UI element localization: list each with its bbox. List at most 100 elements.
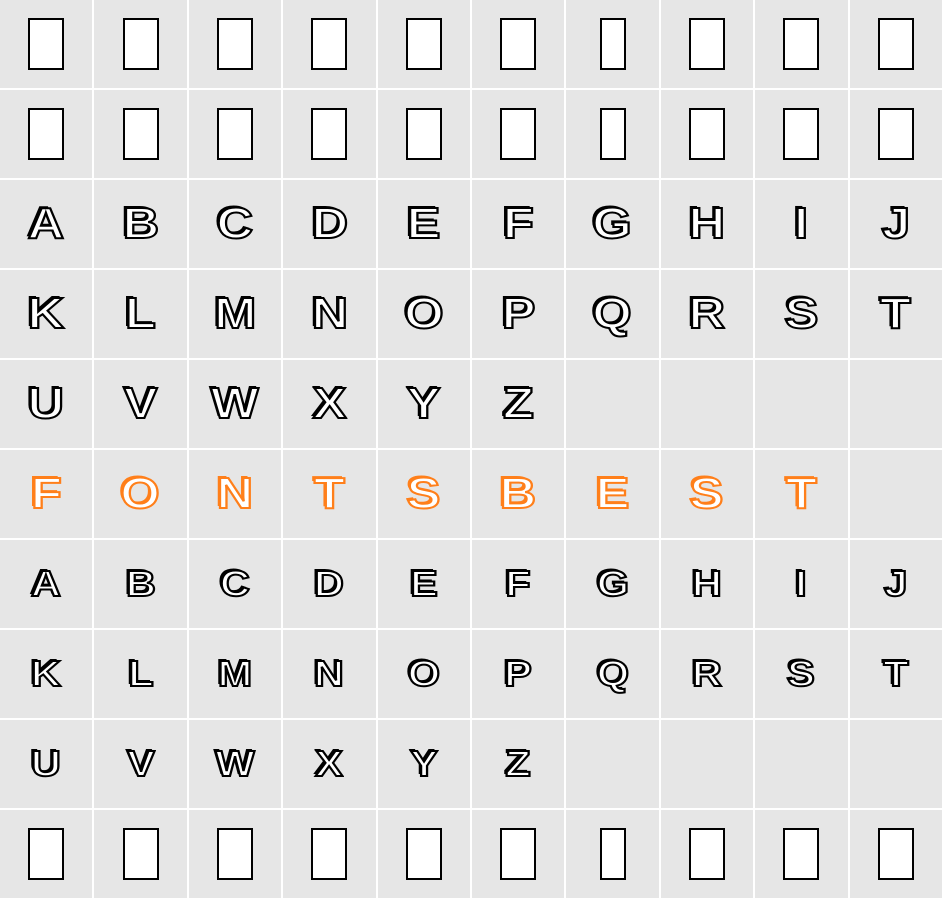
glyph-t: T bbox=[880, 289, 911, 339]
glyph-cell: T bbox=[850, 270, 942, 358]
glyph-cell bbox=[472, 810, 564, 898]
glyph-cell: W bbox=[189, 720, 281, 808]
glyph-k: K bbox=[28, 289, 65, 339]
missing-glyph-box bbox=[28, 108, 64, 160]
missing-glyph-box bbox=[217, 828, 253, 880]
glyph-cell bbox=[566, 720, 658, 808]
glyph-cell: I bbox=[755, 180, 847, 268]
glyph-o: O bbox=[404, 289, 443, 339]
glyph-n: N bbox=[311, 289, 348, 339]
glyph-j: J bbox=[884, 563, 907, 605]
glyph-cell: S bbox=[661, 450, 753, 538]
glyph-cell: Y bbox=[378, 360, 470, 448]
glyph-cell bbox=[755, 90, 847, 178]
missing-glyph-box bbox=[878, 18, 914, 70]
glyph-cell bbox=[850, 90, 942, 178]
glyph-cell: A bbox=[0, 180, 92, 268]
glyph-cell bbox=[850, 720, 942, 808]
glyph-cell: X bbox=[283, 360, 375, 448]
glyph-cell: B bbox=[472, 450, 564, 538]
glyph-d: D bbox=[314, 563, 344, 605]
missing-glyph-box bbox=[406, 108, 442, 160]
missing-glyph-box bbox=[311, 828, 347, 880]
glyph-cell bbox=[850, 810, 942, 898]
missing-glyph-box bbox=[217, 108, 253, 160]
missing-glyph-box bbox=[878, 828, 914, 880]
missing-glyph-box bbox=[28, 828, 64, 880]
glyph-a: A bbox=[31, 563, 61, 605]
glyph-cell: T bbox=[850, 630, 942, 718]
glyph-cell: F bbox=[472, 180, 564, 268]
missing-glyph-box bbox=[689, 828, 725, 880]
glyph-cell: L bbox=[94, 630, 186, 718]
glyph-r: R bbox=[689, 289, 726, 339]
glyph-p: P bbox=[504, 653, 532, 695]
missing-glyph-box bbox=[600, 108, 626, 160]
glyph-cell bbox=[94, 810, 186, 898]
missing-glyph-box bbox=[406, 828, 442, 880]
glyph-n: N bbox=[217, 469, 254, 519]
glyph-o: O bbox=[121, 469, 160, 519]
glyph-cell: D bbox=[283, 180, 375, 268]
glyph-cell: M bbox=[189, 630, 281, 718]
glyph-cell bbox=[755, 810, 847, 898]
missing-glyph-box bbox=[689, 18, 725, 70]
glyph-cell bbox=[566, 360, 658, 448]
glyph-cell bbox=[472, 0, 564, 88]
glyph-cell bbox=[566, 90, 658, 178]
glyph-t: T bbox=[883, 653, 908, 695]
glyph-w: W bbox=[215, 743, 254, 785]
glyph-x: X bbox=[313, 379, 347, 429]
glyph-cell bbox=[189, 0, 281, 88]
glyph-cell: J bbox=[850, 180, 942, 268]
glyph-s: S bbox=[690, 469, 724, 519]
glyph-cell bbox=[661, 720, 753, 808]
glyph-cell: U bbox=[0, 360, 92, 448]
glyph-cell: E bbox=[378, 540, 470, 628]
glyph-cell bbox=[566, 810, 658, 898]
glyph-i: I bbox=[794, 199, 808, 249]
glyph-m: M bbox=[218, 653, 253, 695]
glyph-cell: R bbox=[661, 270, 753, 358]
glyph-cell: R bbox=[661, 630, 753, 718]
glyph-cell: E bbox=[566, 450, 658, 538]
glyph-cell: Z bbox=[472, 720, 564, 808]
missing-glyph-box bbox=[28, 18, 64, 70]
glyph-cell bbox=[850, 450, 942, 538]
glyph-cell bbox=[755, 720, 847, 808]
glyph-x: X bbox=[316, 743, 344, 785]
glyph-w: W bbox=[211, 379, 259, 429]
glyph-e: E bbox=[410, 563, 438, 605]
glyph-cell bbox=[283, 90, 375, 178]
glyph-cell bbox=[283, 810, 375, 898]
glyph-g: G bbox=[593, 199, 632, 249]
glyph-cell: C bbox=[189, 540, 281, 628]
glyph-cell bbox=[661, 360, 753, 448]
missing-glyph-box bbox=[783, 108, 819, 160]
glyph-cell bbox=[94, 0, 186, 88]
glyph-r: R bbox=[692, 653, 722, 695]
glyph-cell: E bbox=[378, 180, 470, 268]
glyph-cell: P bbox=[472, 630, 564, 718]
glyph-cell: D bbox=[283, 540, 375, 628]
missing-glyph-box bbox=[689, 108, 725, 160]
glyph-cell: H bbox=[661, 540, 753, 628]
glyph-cell bbox=[378, 810, 470, 898]
missing-glyph-box bbox=[600, 18, 626, 70]
glyph-cell: J bbox=[850, 540, 942, 628]
missing-glyph-box bbox=[406, 18, 442, 70]
glyph-m: M bbox=[214, 289, 256, 339]
glyph-cell: Q bbox=[566, 270, 658, 358]
missing-glyph-box bbox=[311, 108, 347, 160]
glyph-b: B bbox=[122, 199, 159, 249]
glyph-cell: Y bbox=[378, 720, 470, 808]
glyph-cell: F bbox=[0, 450, 92, 538]
glyph-g: G bbox=[596, 563, 628, 605]
glyph-e: E bbox=[596, 469, 630, 519]
missing-glyph-box bbox=[311, 18, 347, 70]
glyph-z: Z bbox=[503, 379, 534, 429]
glyph-k: K bbox=[31, 653, 61, 695]
missing-glyph-box bbox=[217, 18, 253, 70]
missing-glyph-box bbox=[123, 18, 159, 70]
glyph-cell: N bbox=[283, 630, 375, 718]
